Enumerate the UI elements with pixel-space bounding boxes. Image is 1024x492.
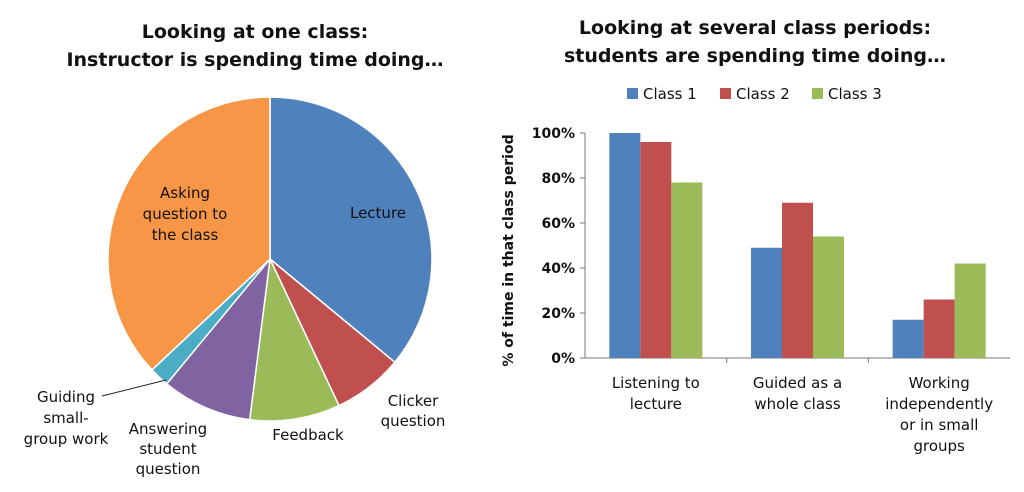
legend-swatch bbox=[627, 88, 638, 99]
pie-slice-label: Asking question to the class bbox=[143, 184, 228, 244]
pie-leader-line bbox=[101, 379, 167, 397]
bar bbox=[813, 236, 844, 358]
bar-title-line-1: Looking at several class periods: bbox=[578, 17, 932, 39]
pie-slice bbox=[269, 96, 433, 364]
bar bbox=[923, 299, 955, 358]
y-tick-label: 0% bbox=[551, 351, 575, 367]
y-tick-label: 20% bbox=[541, 306, 575, 322]
bar bbox=[782, 202, 813, 358]
pie-title-line-1: Looking at one class: bbox=[141, 21, 369, 43]
y-tick-label: 60% bbox=[541, 216, 575, 232]
pie-slice bbox=[248, 256, 340, 422]
pie-slice bbox=[107, 96, 271, 371]
pie-slice-label: Feedback bbox=[272, 426, 344, 444]
bar-title-line-2: students are spending time doing… bbox=[564, 45, 946, 67]
pie-slice-label: Guiding small-group work bbox=[24, 388, 109, 448]
legend-swatch bbox=[720, 88, 731, 99]
bar bbox=[954, 263, 986, 358]
bar bbox=[751, 247, 782, 358]
bar bbox=[892, 319, 924, 358]
pie-slice-label: Clicker question bbox=[381, 392, 446, 430]
x-category-label: Working independently or in small groups bbox=[885, 374, 993, 455]
x-category-label: Guided as a whole class bbox=[753, 374, 842, 413]
pie-slice-label: Answering student question bbox=[129, 420, 207, 478]
legend-swatch bbox=[812, 88, 823, 99]
x-category-label: Listening to lecture bbox=[612, 374, 700, 413]
y-tick-label: 40% bbox=[541, 261, 575, 277]
pie-title-line-2: Instructor is spending time doing… bbox=[66, 49, 444, 71]
legend-entry: Class 3 bbox=[828, 85, 882, 103]
bar bbox=[640, 142, 672, 358]
y-tick-label: 100% bbox=[532, 126, 575, 142]
legend-entry: Class 2 bbox=[736, 85, 790, 103]
y-axis-label: % of time in that class period bbox=[501, 134, 517, 366]
bar bbox=[671, 182, 703, 358]
bar bbox=[609, 133, 641, 358]
bar-chart-title: Looking at several class periods: studen… bbox=[505, 14, 1005, 70]
y-tick-label: 80% bbox=[541, 171, 575, 187]
pie-slice-label: Lecture bbox=[350, 204, 406, 222]
pie-chart-title: Looking at one class: Instructor is spen… bbox=[30, 18, 480, 74]
legend-entry: Class 1 bbox=[643, 85, 697, 103]
pie-slice bbox=[165, 256, 272, 421]
